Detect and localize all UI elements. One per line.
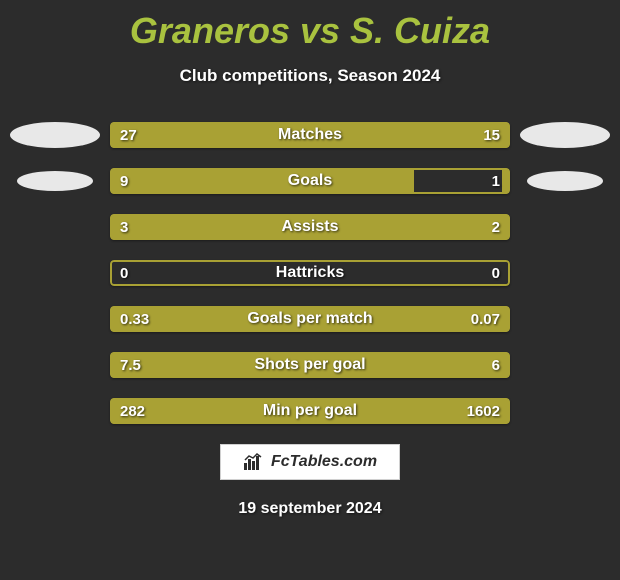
brand-text: FcTables.com [271,453,377,471]
stat-bar: 7.5 6 Shots per goal [110,352,510,378]
team-right-badge [520,122,610,148]
stat-bar: 282 1602 Min per goal [110,398,510,424]
stat-value-left: 3 [120,219,128,236]
stat-value-right: 0 [492,265,500,282]
stat-value-left: 7.5 [120,357,141,374]
stat-label: Assists [282,218,339,236]
stat-value-right: 0.07 [471,311,500,328]
bar-fill-right [350,214,510,240]
stat-row: 7.5 6 Shots per goal [0,352,620,378]
stat-label: Goals per match [247,310,372,328]
team-right-badge-slot [510,171,620,191]
brand-badge: FcTables.com [220,444,400,480]
page-subtitle: Club competitions, Season 2024 [0,66,620,86]
stat-value-left: 0.33 [120,311,149,328]
bar-fill-left [110,168,414,194]
page-title: Graneros vs S. Cuiza [0,0,620,52]
stat-row: 9 1 Goals [0,168,620,194]
stat-value-right: 1 [492,173,500,190]
stat-label: Shots per goal [254,356,365,374]
stat-row: 282 1602 Min per goal [0,398,620,424]
team-right-badge-slot [510,122,620,148]
stat-row: 0.33 0.07 Goals per match [0,306,620,332]
stat-row: 27 15 Matches [0,122,620,148]
stat-label: Matches [278,126,342,144]
stat-value-left: 9 [120,173,128,190]
stat-bar: 3 2 Assists [110,214,510,240]
stat-value-left: 27 [120,127,137,144]
stat-value-left: 282 [120,403,145,420]
team-right-badge [527,171,603,191]
stat-label: Goals [288,172,332,190]
stat-row: 3 2 Assists [0,214,620,240]
bar-fill-right [502,168,510,194]
stat-value-right: 1602 [467,403,500,420]
stat-value-right: 2 [492,219,500,236]
stat-value-left: 0 [120,265,128,282]
stat-value-right: 6 [492,357,500,374]
team-left-badge-slot [0,122,110,148]
stat-bar: 9 1 Goals [110,168,510,194]
stats-container: 27 15 Matches 9 1 Goals 3 2 Assists 0 0 Hattricks 0.… [0,122,620,424]
stat-row: 0 0 Hattricks [0,260,620,286]
stat-bar: 0.33 0.07 Goals per match [110,306,510,332]
team-left-badge [17,171,93,191]
stat-label: Hattricks [276,264,344,282]
stat-label: Min per goal [263,402,357,420]
chart-icon [243,453,265,471]
footer-date: 19 september 2024 [0,500,620,518]
stat-value-right: 15 [483,127,500,144]
team-left-badge [10,122,100,148]
stat-bar: 27 15 Matches [110,122,510,148]
stat-bar: 0 0 Hattricks [110,260,510,286]
team-left-badge-slot [0,171,110,191]
